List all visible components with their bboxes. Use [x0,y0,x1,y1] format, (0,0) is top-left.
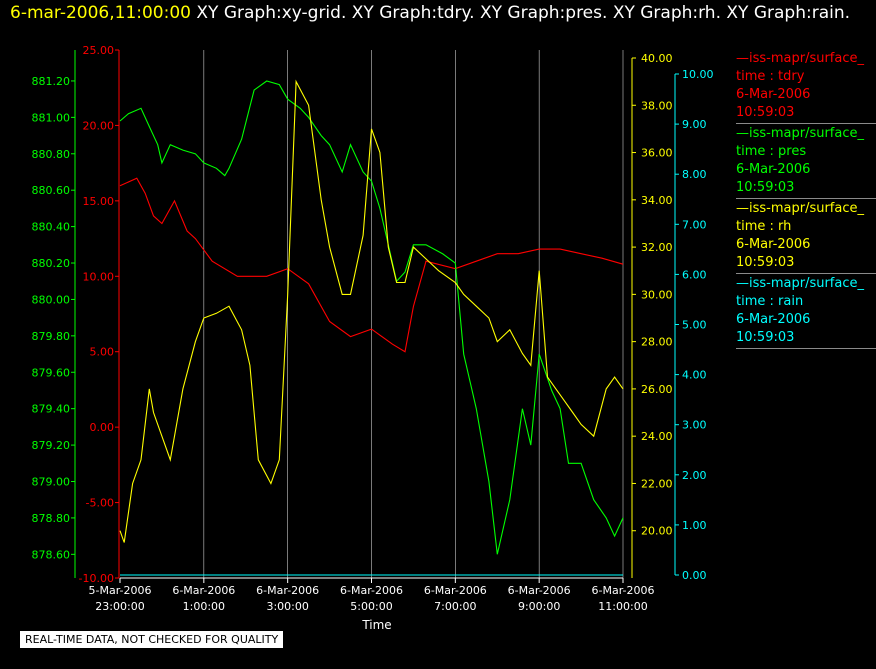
tdry-tick-label: 5.00 [90,346,115,359]
legend-date: 6-Mar-2006 [736,312,811,327]
rh-tick-label: 30.00 [641,288,673,301]
rain-tick-label: 9.00 [682,118,707,131]
legend-source: —iss-mapr/surface_ [736,201,865,216]
x-axis-ticks: 5-Mar-2006 23:00:00 6-Mar-2006 1:00:00 6-Mar… [89,578,655,613]
pres-tick-label: 878.80 [32,512,71,525]
rain-tick-label: 8.00 [682,168,707,181]
tdry-tick-label: -10.00 [79,572,114,585]
graph-title-rain: XY Graph:rain. [726,3,851,23]
x-tick-label-date: 6-Mar-2006 [172,584,235,597]
legend-entry-rh[interactable]: —iss-mapr/surface_ time : rh 6-Mar-2006 … [736,200,876,274]
rain-tick-label: 6.00 [682,268,707,281]
legend-date: 6-Mar-2006 [736,87,811,102]
x-tick-label-time: 11:00:00 [598,600,647,613]
series-line-tdry [119,177,624,353]
legend-time: 10:59:03 [736,330,795,345]
legend-entry-rain[interactable]: —iss-mapr/surface_ time : rain 6-Mar-200… [736,275,876,349]
graph-title-tdry: XY Graph:tdry. [351,3,475,23]
x-tick-label-date: 6-Mar-2006 [340,584,403,597]
rh-tick-label: 38.00 [641,99,673,112]
rh-tick-label: 24.00 [641,430,673,443]
rain-tick-label: 10.00 [682,68,714,81]
x-tick-label-date: 6-Mar-2006 [508,584,571,597]
legend-entry-pres[interactable]: —iss-mapr/surface_ time : pres 6-Mar-200… [736,125,876,199]
pres-tick-label: 878.60 [32,548,71,561]
x-tick-label-time: 1:00:00 [183,600,225,613]
series-line-rh [119,79,624,543]
pres-tick-label: 880.20 [32,257,71,270]
legend-entry-tdry[interactable]: —iss-mapr/surface_ time : tdry 6-Mar-200… [736,50,876,124]
rain-tick-label: 7.00 [682,218,707,231]
rh-tick-label: 36.00 [641,147,673,160]
pres-tick-label: 879.00 [32,476,71,489]
rain-tick-label: 0.00 [682,569,707,582]
graph-title-xy-grid: XY Graph:xy-grid. [196,3,347,23]
x-tick-label-time: 7:00:00 [434,600,476,613]
graph-title-pres: XY Graph:pres. [479,3,608,23]
legend-time: 10:59:03 [736,255,795,270]
pres-tick-label: 881.00 [32,111,71,124]
x-tick-label-date: 6-Mar-2006 [256,584,319,597]
pres-tick-label: 879.80 [32,330,71,343]
rain-tick-label: 4.00 [682,369,707,382]
tdry-tick-label: -5.00 [86,497,114,510]
rain-tick-label: 2.00 [682,469,707,482]
x-tick-label-date: 5-Mar-2006 [89,584,152,597]
title-timestamp: 6-mar-2006,11:00:00 [10,3,191,23]
x-axis-label: Time [361,618,391,632]
rain-tick-label: 3.00 [682,419,707,432]
pres-tick-label: 880.80 [32,148,71,161]
tdry-tick-label: 25.00 [83,44,115,57]
x-tick-label-date: 6-Mar-2006 [424,584,487,597]
x-tick-label-time: 3:00:00 [266,600,308,613]
rain-tick-label: 5.00 [682,319,707,332]
rain-tick-label: 1.00 [682,519,707,532]
pres-tick-label: 880.40 [32,221,71,234]
pres-tick-label: 879.40 [32,403,71,416]
legend-variable: time : pres [736,144,807,159]
legend-time: 10:59:03 [736,105,795,120]
x-tick-label-time: 5:00:00 [350,600,392,613]
pres-tick-label: 879.60 [32,366,71,379]
rh-tick-label: 28.00 [641,336,673,349]
legend-source: —iss-mapr/surface_ [736,51,865,66]
series-lines [119,79,624,576]
legend-variable: time : tdry [736,69,805,84]
title-bar: 6-mar-2006,11:00:00 XY Graph:xy-grid. XY… [10,3,850,23]
rh-tick-label: 22.00 [641,477,673,490]
legend-variable: time : rh [736,219,792,234]
legend-source: —iss-mapr/surface_ [736,276,865,291]
legend-source: —iss-mapr/surface_ [736,126,865,141]
pres-tick-label: 880.00 [32,293,71,306]
tdry-tick-label: 0.00 [90,421,115,434]
legend: —iss-mapr/surface_ time : tdry 6-Mar-200… [736,50,876,350]
legend-time: 10:59:03 [736,180,795,195]
tdry-tick-label: 10.00 [83,270,115,283]
legend-date: 6-Mar-2006 [736,162,811,177]
tdry-tick-label: 20.00 [83,119,115,132]
quality-disclaimer: REAL-TIME DATA, NOT CHECKED FOR QUALITY [20,631,284,648]
vertical-grid [203,50,624,578]
rh-tick-label: 26.00 [641,383,673,396]
pres-tick-label: 880.60 [32,184,71,197]
legend-date: 6-Mar-2006 [736,237,811,252]
rh-tick-label: 20.00 [641,525,673,538]
rh-tick-label: 34.00 [641,194,673,207]
x-tick-label-time: 9:00:00 [518,600,560,613]
pres-tick-label: 881.20 [32,75,71,88]
x-tick-label-time: 23:00:00 [95,600,144,613]
graph-title-rh: XY Graph:rh. [612,3,721,23]
tdry-tick-label: 15.00 [83,195,115,208]
rh-tick-label: 32.00 [641,241,673,254]
x-tick-label-date: 6-Mar-2006 [592,584,655,597]
pres-tick-label: 879.20 [32,439,71,452]
rh-tick-label: 40.00 [641,52,673,65]
axes: 25.00 20.00 15.00 10.00 5.00 0.00 -5.00 -10.00 8… [32,44,714,585]
legend-variable: time : rain [736,294,804,309]
